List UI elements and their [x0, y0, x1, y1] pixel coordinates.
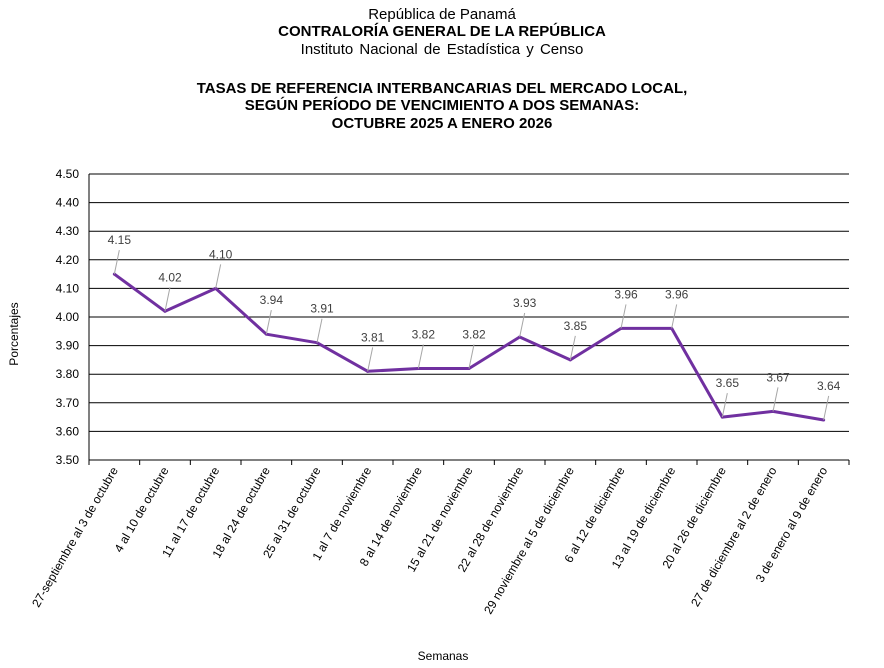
data-label: 3.82 — [462, 327, 486, 341]
x-tick-label: 27-septiembre al 3 de octubre — [29, 464, 121, 609]
leader-line — [468, 344, 475, 369]
data-label: 3.96 — [665, 287, 689, 301]
leader-line — [215, 264, 222, 289]
y-tick-label: 3.50 — [56, 453, 80, 467]
data-label: 3.96 — [614, 287, 638, 301]
y-tick-label: 3.60 — [56, 424, 80, 438]
leader-line — [823, 395, 830, 421]
data-label: 4.02 — [158, 270, 182, 284]
leader-line — [671, 304, 678, 329]
leader-line — [519, 312, 526, 338]
y-tick-label: 3.70 — [56, 396, 80, 410]
leader-line — [772, 387, 779, 412]
y-tick-label: 4.50 — [56, 167, 80, 181]
y-tick-label: 4.10 — [56, 281, 80, 295]
data-label: 4.15 — [108, 233, 132, 247]
y-tick-label: 4.30 — [56, 224, 80, 238]
data-label: 4.10 — [209, 247, 233, 261]
series-line — [113, 272, 824, 422]
x-tick-label: 11 al 17 de octubre — [159, 464, 222, 559]
leader-line — [721, 392, 728, 418]
leader-line — [417, 344, 424, 369]
leader-line — [620, 304, 627, 329]
y-tick-label: 3.90 — [56, 339, 80, 353]
leader-line — [316, 318, 323, 343]
chart-title-line-2: SEGÚN PERÍODO DE VENCIMIENTO A DOS SEMAN… — [244, 97, 640, 114]
data-label: 3.64 — [817, 379, 841, 393]
data-label: 3.65 — [716, 376, 740, 390]
y-tick-label: 4.20 — [56, 253, 80, 267]
data-label: 3.67 — [766, 370, 790, 384]
y-tick-label: 4.40 — [56, 196, 80, 210]
leader-line — [265, 310, 272, 335]
data-label: 3.82 — [412, 327, 436, 341]
x-tick-label: 29 noviembre al 5 de diciembre — [481, 464, 577, 616]
header-institute: Instituto Nacional de Estadística y Cens… — [300, 41, 584, 58]
x-tick-label: 4 al 10 de octubre — [111, 464, 171, 554]
data-label: 3.93 — [513, 296, 537, 310]
y-tick-label: 4.00 — [56, 310, 80, 324]
leader-line — [569, 335, 576, 361]
y-tick-label: 3.80 — [56, 367, 80, 381]
x-axis-title: Semanas — [418, 649, 469, 663]
chart-title-line-3: OCTUBRE 2025 A ENERO 2026 — [331, 115, 553, 132]
chart-title-line-1: TASAS DE REFERENCIA INTERBANCARIAS DEL M… — [196, 80, 688, 97]
header-institution: CONTRALORÍA GENERAL DE LA REPÚBLICA — [278, 23, 606, 40]
data-label: 3.91 — [310, 302, 334, 316]
y-axis-title: Porcentajes — [7, 302, 21, 365]
data-label: 3.85 — [564, 319, 588, 333]
leader-line — [113, 249, 120, 275]
data-label: 3.94 — [260, 293, 284, 307]
leader-line — [367, 347, 374, 372]
data-label: 3.81 — [361, 330, 385, 344]
leader-line — [164, 287, 171, 312]
x-tick-label: 27 de diciembre al 2 de enero — [688, 464, 780, 609]
header-country: República de Panamá — [368, 6, 516, 23]
